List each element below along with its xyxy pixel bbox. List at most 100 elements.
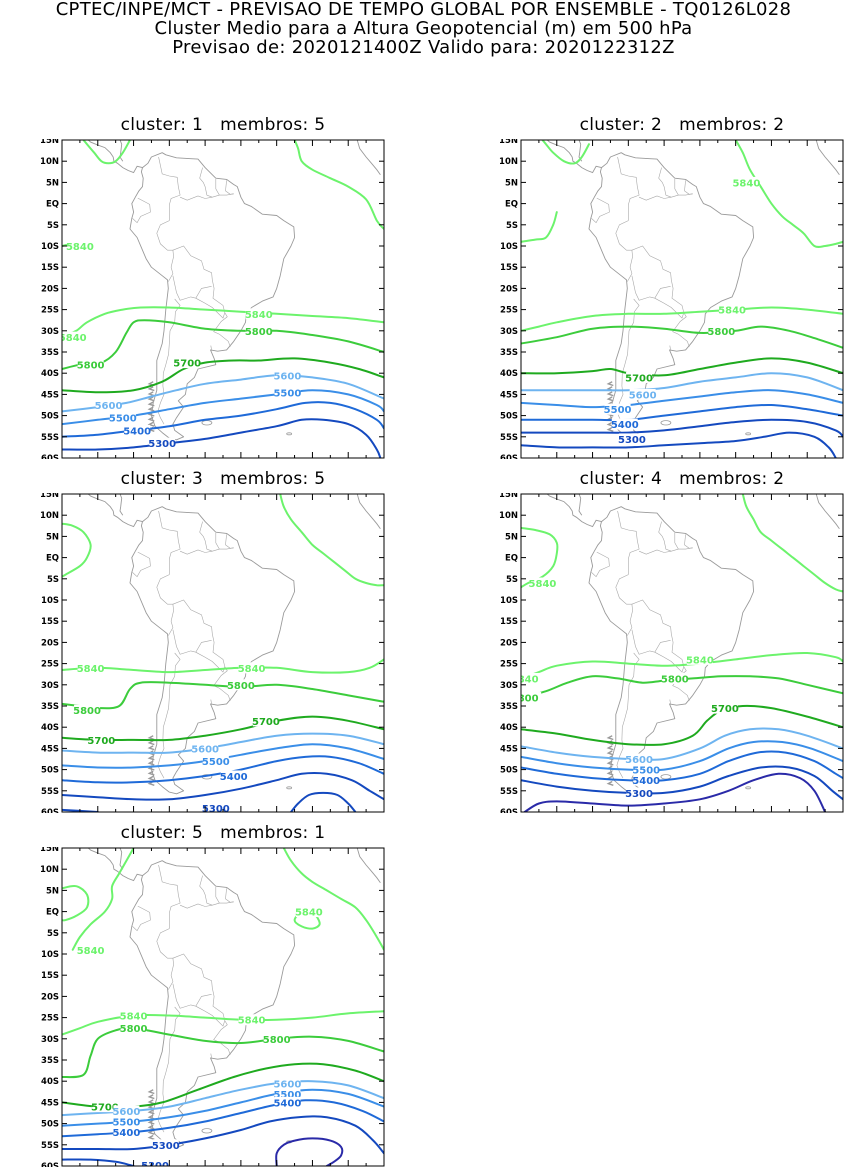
fjord-coast: [147, 386, 155, 392]
contour-label: 5300: [152, 1141, 180, 1152]
y-tick-label: EQ: [46, 908, 59, 918]
y-tick-label: EQ: [46, 554, 59, 564]
map-panel-cluster-2: cluster: 2 membros: 2 5840 5840 5800 5700 56…: [459, 115, 844, 459]
contour-5840: [62, 1010, 384, 1036]
contour-5840: [521, 306, 843, 332]
contour-label: 5800: [73, 706, 101, 717]
header-dates-line: Previsao de: 2020121400Z Valido para: 20…: [172, 37, 675, 58]
contour-label-bg: [192, 742, 219, 754]
contour-label: 840: [518, 674, 539, 685]
y-tick-label: 25S: [500, 660, 518, 670]
y-tick-label: 30S: [41, 327, 59, 337]
island-south-georgia: [286, 786, 293, 790]
y-tick-label: EQ: [46, 200, 59, 210]
coastline-central-america: [87, 140, 143, 174]
contour-label: 5500: [632, 766, 660, 777]
country-border: [210, 345, 212, 350]
country-border: [215, 179, 220, 196]
fjord-coast: [147, 1109, 155, 1115]
country-border: [658, 521, 672, 552]
header-subtitle-line: Cluster Medio para a Altura Geopotencial…: [154, 18, 693, 39]
contour-label: 5840: [245, 310, 273, 321]
coastline-central-america: [87, 494, 143, 528]
country-border: [132, 905, 151, 932]
y-tick-label: 15S: [500, 617, 518, 627]
fjord-coast: [147, 745, 155, 751]
y-tick-label: 5N: [505, 532, 518, 542]
contour-label-bg: [113, 1126, 140, 1138]
contour-label: 5400: [123, 426, 151, 437]
contour-label: 5840: [295, 908, 323, 919]
country-border: [615, 574, 633, 636]
coastline-africa: [356, 848, 381, 884]
panel-title: cluster: 3 membros: 5: [120, 469, 326, 489]
contour-label: 5800: [707, 327, 735, 338]
country-border: [158, 864, 181, 929]
country-border: [199, 521, 213, 552]
contour-label-bg: [220, 770, 247, 782]
y-tick-label: 15N: [40, 139, 59, 146]
fjord-coast: [147, 416, 155, 422]
y-tick-label: 25S: [41, 660, 59, 670]
y-tick-label: 35S: [500, 348, 518, 358]
plot-area: 5840 5840 5840 5800 5800 5700 5600 5600 5500 5500…: [62, 140, 384, 458]
contour-5400: [521, 403, 843, 422]
fjord-coast: [606, 426, 614, 432]
map-panel-cluster-4: cluster: 4 membros: 2 5840 5840 840 5800 800…: [459, 469, 844, 813]
coastline-caribbean: [119, 848, 124, 870]
contour-label: 5800: [263, 1035, 291, 1046]
y-tick-label: 20S: [41, 284, 59, 294]
fjord-coast: [147, 1124, 155, 1130]
fjord-coast: [147, 401, 155, 407]
y-tick-label: 5N: [46, 886, 59, 896]
country-border: [638, 547, 693, 555]
y-tick-label: 5S: [47, 221, 59, 231]
fjord-coast: [606, 760, 614, 766]
contour-label-bg: [77, 359, 104, 371]
country-border: [591, 551, 610, 578]
coastline-central-america: [546, 494, 602, 528]
contour-label: 5500: [273, 1090, 301, 1101]
contour-label: 5600: [629, 390, 657, 401]
contour-label-bg: [611, 418, 638, 430]
y-tick-label: 35S: [41, 1056, 59, 1066]
contour-5840: [521, 651, 843, 680]
country-border: [225, 534, 234, 549]
contour-label: 5500: [273, 388, 301, 399]
fjord-coast: [606, 770, 614, 776]
contour-5400: [521, 750, 843, 782]
country-border: [172, 599, 215, 643]
contour-label: 5840: [77, 946, 105, 957]
contour-label-bg: [113, 1115, 140, 1127]
fjord-coast: [606, 381, 614, 387]
country-border: [672, 666, 690, 701]
y-tick-label: 30S: [500, 681, 518, 691]
country-border: [172, 953, 215, 997]
y-tick-label: 50S: [41, 766, 59, 776]
y-tick-label: 15S: [41, 971, 59, 981]
y-tick-label: 60S: [41, 454, 59, 459]
y-tick-label: 10N: [499, 157, 518, 167]
contour-5840: [82, 140, 131, 165]
contour-5840: [521, 211, 558, 243]
y-tick-label: 50S: [500, 766, 518, 776]
contour-5840: [734, 140, 843, 249]
map-panel-cluster-5: cluster: 5 membros: 1 5840 5840 5840 5840 58…: [0, 823, 385, 1167]
panel-title: cluster: 4 membros: 2: [579, 469, 785, 489]
map-panel-cluster-1: cluster: 1 membros: 5 5840 5840 5840 5800 58…: [0, 115, 385, 459]
y-tick-label: 55S: [41, 787, 59, 797]
country-border: [684, 180, 693, 195]
y-tick-label: 15S: [500, 263, 518, 273]
y-tick-label: 40S: [41, 1077, 59, 1087]
y-tick-label: 10S: [500, 242, 518, 252]
coastline-south-america: [588, 506, 755, 795]
contour-label-bg: [95, 399, 122, 411]
country-border: [195, 642, 226, 673]
y-tick-label: 15S: [41, 617, 59, 627]
contour-label: 5700: [91, 1103, 119, 1114]
contour-label-bg: [77, 944, 104, 956]
island-falklands: [660, 774, 672, 780]
contour-label-bg: [521, 692, 542, 704]
